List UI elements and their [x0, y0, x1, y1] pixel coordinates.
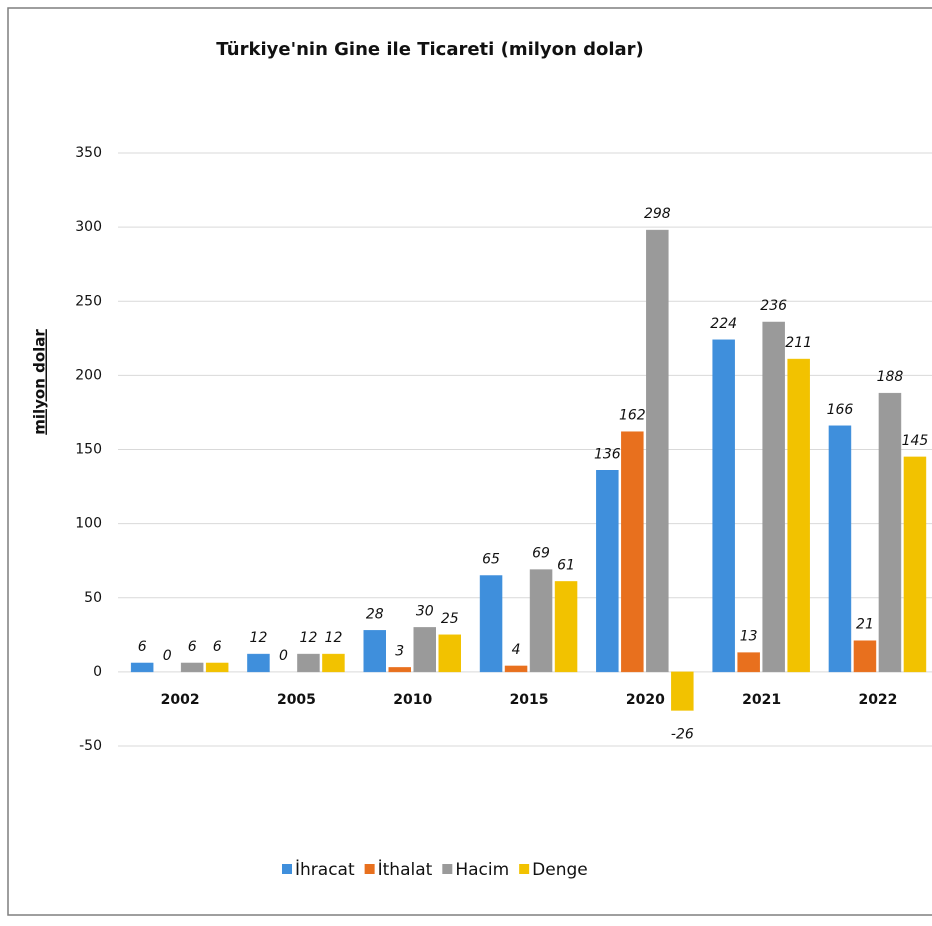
data-label: 162 [619, 408, 646, 424]
bar [529, 569, 553, 673]
legend-swatch [282, 864, 292, 874]
data-label: 69 [532, 546, 550, 562]
data-label: 6 [138, 639, 147, 655]
bar [737, 652, 760, 673]
data-label: 65 [482, 552, 500, 568]
legend-swatch [364, 864, 375, 874]
legend-label: İthalat [378, 859, 433, 880]
x-tick-label: 2021 [742, 692, 781, 708]
bar [180, 662, 204, 673]
bar [297, 653, 320, 673]
data-label: 211 [785, 335, 812, 351]
y-tick-label: -50 [79, 738, 102, 754]
x-tick-label: 2010 [393, 692, 432, 708]
data-label: 61 [557, 557, 575, 573]
x-tick-label: 2022 [858, 692, 897, 708]
bar [621, 431, 644, 673]
y-tick-label: 300 [75, 219, 102, 235]
bar [903, 456, 927, 673]
data-label: 12 [300, 630, 318, 646]
data-label: 28 [366, 606, 384, 622]
data-label: 136 [594, 446, 621, 462]
y-tick-label: 0 [93, 664, 102, 680]
data-label: -26 [671, 726, 694, 742]
chart-title: Türkiye'nin Gine ile Ticareti (milyon do… [216, 39, 644, 60]
data-label: 224 [710, 316, 737, 332]
bar [554, 581, 578, 673]
bar [130, 662, 154, 673]
bar [712, 339, 735, 673]
x-tick-label: 2005 [277, 692, 316, 708]
legend-swatch [519, 864, 530, 874]
legend-label: İhracat [295, 859, 355, 880]
bar [596, 470, 619, 673]
data-label: 6 [188, 639, 197, 655]
legend-label: Hacim [455, 860, 509, 880]
bar [247, 653, 270, 673]
y-axis-label: milyon dolar [31, 329, 49, 435]
data-label: 0 [163, 648, 172, 664]
data-label: 166 [827, 402, 854, 418]
bar [828, 425, 852, 673]
data-label: 4 [512, 642, 521, 658]
data-label: 25 [441, 611, 459, 627]
data-label: 21 [856, 617, 874, 633]
data-label: 13 [740, 629, 758, 645]
x-tick-label: 2002 [161, 692, 200, 708]
y-tick-label: 100 [75, 516, 102, 532]
data-label: 3 [395, 643, 404, 659]
data-label: 0 [279, 648, 288, 664]
y-tick-label: 150 [75, 442, 102, 458]
data-label: 30 [416, 603, 434, 619]
bar [646, 229, 669, 673]
data-label: 236 [760, 298, 787, 314]
x-tick-label: 2020 [626, 692, 665, 708]
bar [671, 671, 694, 711]
bar [787, 358, 810, 673]
y-tick-label: 250 [75, 293, 102, 309]
x-tick-label: 2015 [510, 692, 549, 708]
bar [322, 653, 345, 673]
bar [853, 640, 877, 673]
bar [388, 667, 411, 673]
data-label: 145 [902, 433, 929, 449]
data-label: 6 [213, 639, 222, 655]
bar [205, 662, 229, 673]
bar [762, 321, 785, 673]
y-tick-label: 50 [84, 590, 102, 606]
bar [504, 665, 528, 673]
y-tick-label: 350 [75, 145, 102, 161]
bar [363, 630, 386, 673]
bar [413, 627, 436, 673]
data-label: 12 [325, 630, 343, 646]
legend-swatch [442, 864, 453, 874]
bar [479, 575, 503, 673]
data-label: 298 [644, 206, 671, 222]
data-label: 188 [877, 369, 904, 385]
bar [438, 634, 461, 673]
legend-label: Denge [532, 860, 588, 880]
data-label: 12 [250, 630, 268, 646]
y-tick-label: 200 [75, 367, 102, 383]
bar [878, 392, 902, 673]
